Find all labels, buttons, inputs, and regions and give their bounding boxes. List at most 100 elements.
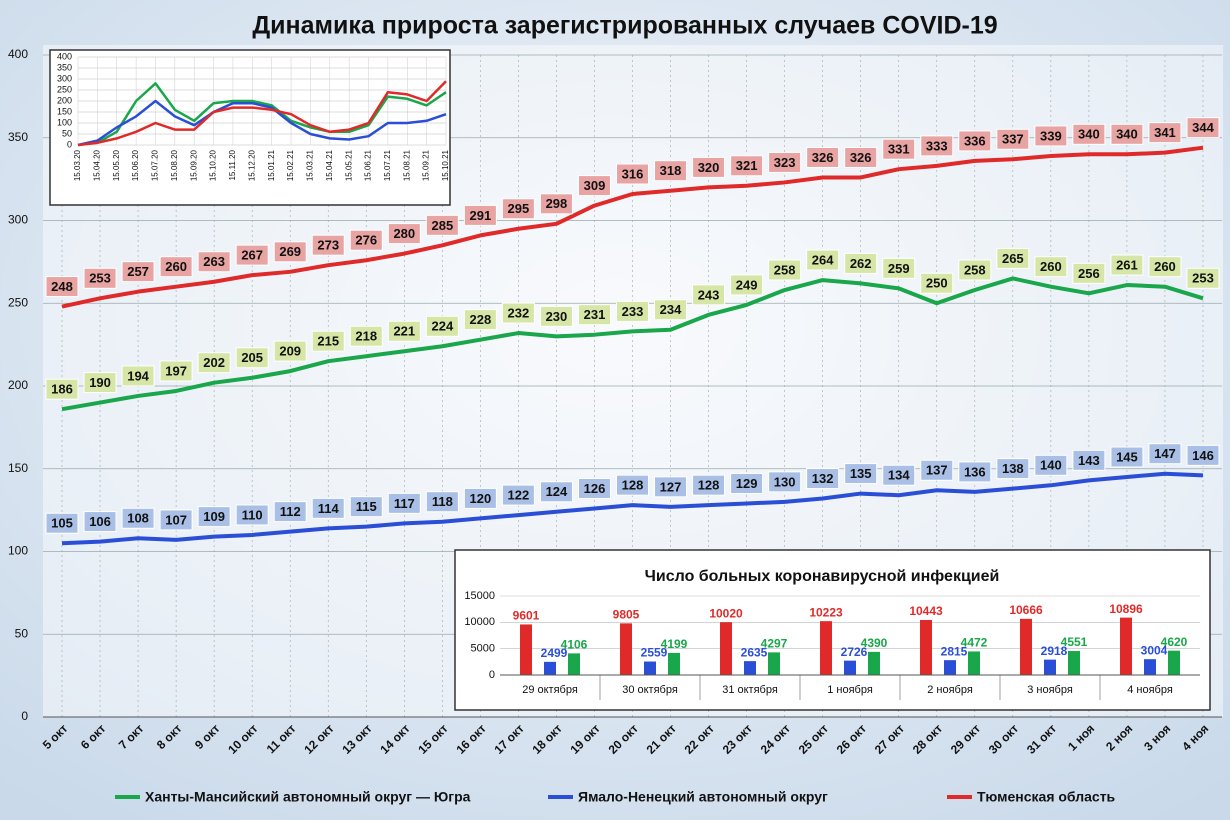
data-label: 228 [470,312,492,327]
data-label-box [806,146,840,168]
x-tick-label: 15.04.21 [325,149,334,181]
data-label-box [768,151,802,173]
data-label: 261 [1116,257,1138,272]
y-tick-label: 100 [8,544,28,558]
x-tick-label: 15.03.20 [73,149,82,181]
data-label: 218 [355,329,377,344]
data-label-box [1034,256,1068,278]
data-label: 215 [317,334,339,349]
legend-label: Тюменская область [977,789,1116,805]
data-label-box [692,156,726,178]
data-label-box [45,378,79,400]
x-tick-label: 15.06.20 [131,149,140,181]
data-label: 129 [736,476,758,491]
data-label: 10223 [809,605,843,619]
data-label: 291 [470,208,492,223]
data-label-box [996,247,1030,269]
data-label: 194 [127,368,149,383]
data-label-box [235,504,269,526]
data-label: 136 [964,464,986,479]
data-label-box [1148,256,1182,278]
data-label-box [996,128,1030,150]
data-label-box [616,474,649,496]
bar [768,652,780,675]
x-tick-label: 15.08.20 [170,149,179,181]
data-label: 110 [242,507,263,522]
data-label: 128 [622,478,644,493]
legend: Ханты-Мансийский автономный округ — Югра… [115,789,1116,805]
data-label: 126 [584,481,606,496]
data-label-box [463,309,497,331]
data-label: 112 [280,504,301,519]
data-label: 257 [127,264,149,279]
data-label-box [654,299,688,321]
x-tick-label: 15.06.21 [364,149,373,181]
data-label: 10020 [709,606,743,620]
data-label: 224 [431,319,453,334]
data-label-box [1148,443,1182,465]
data-label: 253 [1192,271,1214,286]
data-label: 264 [812,253,834,268]
y-tick-label: 5000 [471,643,495,655]
data-label-box [159,256,193,278]
data-label-box [197,352,231,374]
x-tick-label: 15.12.20 [247,149,256,181]
bar [1020,618,1032,675]
bar [968,651,980,675]
data-label: 4551 [1061,635,1088,649]
data-label: 231 [584,307,606,322]
x-tick-label: 15.08.21 [402,149,411,181]
inset-bar-title: Число больных коронавирусной инфекцией [645,568,1000,585]
data-label: 259 [888,261,910,276]
data-label: 127 [660,479,682,494]
data-label: 249 [736,277,758,292]
bar [744,661,756,675]
x-tick-label: 15.07.20 [151,149,160,181]
data-label-box [425,214,459,236]
data-label: 344 [1192,120,1214,135]
data-label: 9601 [513,609,540,623]
x-tick-label: 15.07.21 [383,149,392,181]
data-label: 122 [508,488,530,503]
data-label: 3004 [1141,643,1168,657]
data-label-box [1110,254,1144,276]
data-label: 4620 [1161,635,1188,649]
data-label-box [1110,446,1144,468]
data-label-box [920,459,954,481]
data-label-box [958,130,992,152]
y-tick-label: 10000 [464,616,495,628]
data-label-box [463,487,497,509]
data-label: 4390 [861,636,888,650]
data-label-box [730,155,764,177]
data-label: 340 [1078,127,1100,142]
data-label: 253 [89,271,111,286]
data-label: 4106 [561,638,588,652]
data-label: 143 [1078,453,1100,468]
data-label: 262 [850,256,872,271]
data-label-box [654,476,688,498]
bar [720,622,732,675]
data-label: 135 [850,466,872,481]
bar [1068,651,1080,675]
y-tick-label: 150 [8,461,28,475]
data-label-box [1148,122,1182,144]
data-label-box [1034,125,1068,147]
data-label: 280 [393,226,415,241]
x-tick-label: 15.09.20 [189,149,198,181]
data-label-box [958,259,992,281]
data-label: 2815 [941,644,968,658]
data-label: 4472 [961,636,988,650]
y-tick-label: 200 [8,378,28,392]
bar [644,661,656,675]
data-label-box [273,340,307,362]
data-label: 269 [279,244,301,259]
data-label: 260 [1154,259,1176,274]
data-label-box [387,320,421,342]
data-label: 273 [317,238,339,253]
y-tick-label: 200 [57,95,72,105]
bar [868,651,880,675]
data-label: 260 [165,259,187,274]
series-line [61,276,1204,412]
